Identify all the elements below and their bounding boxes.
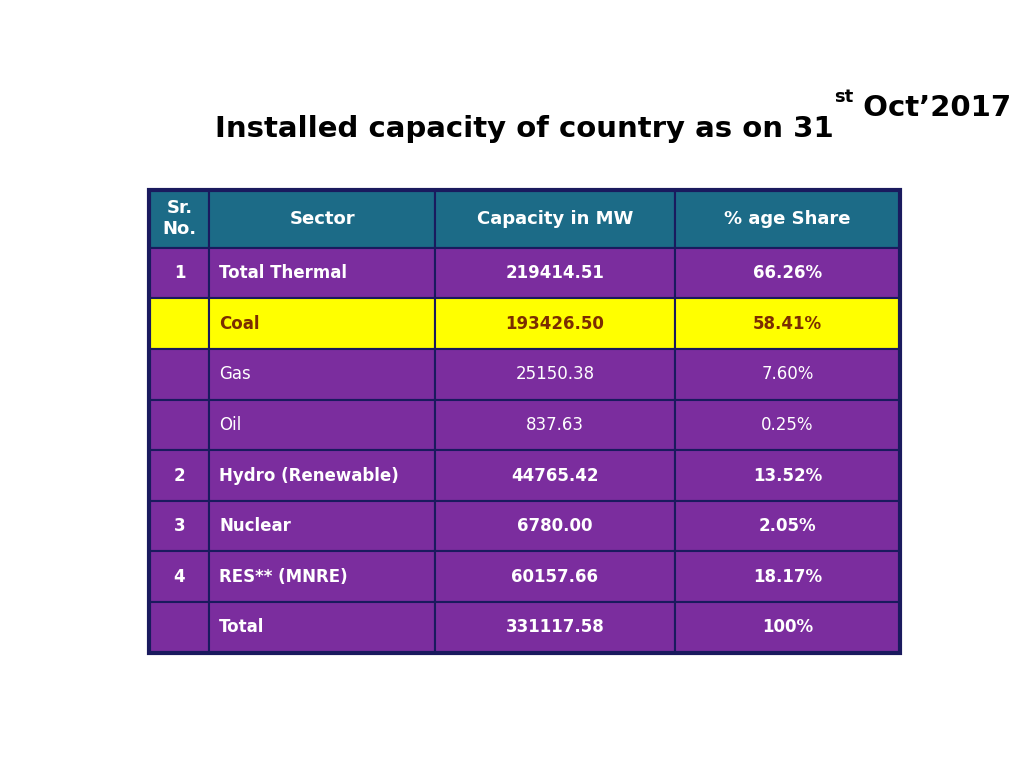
Bar — [210, 450, 435, 501]
Bar — [435, 501, 675, 551]
Bar — [675, 190, 900, 247]
Text: 66.26%: 66.26% — [753, 264, 822, 282]
Bar — [150, 450, 210, 501]
Text: Capacity in MW: Capacity in MW — [476, 210, 633, 227]
Bar — [435, 247, 675, 298]
Bar — [150, 190, 900, 653]
Text: 44765.42: 44765.42 — [511, 466, 599, 485]
Bar — [675, 551, 900, 602]
Text: Hydro (Renewable): Hydro (Renewable) — [219, 466, 398, 485]
Text: Gas: Gas — [219, 366, 251, 383]
Bar — [150, 399, 210, 450]
Text: 60157.66: 60157.66 — [511, 568, 598, 586]
Bar — [675, 501, 900, 551]
Text: 25150.38: 25150.38 — [515, 366, 594, 383]
Text: 219414.51: 219414.51 — [506, 264, 604, 282]
Text: 2.05%: 2.05% — [759, 517, 816, 535]
Bar — [435, 450, 675, 501]
Text: Installed capacity of country as on 31: Installed capacity of country as on 31 — [215, 114, 835, 143]
Text: 193426.50: 193426.50 — [506, 315, 604, 333]
Text: 331117.58: 331117.58 — [506, 618, 604, 637]
Bar — [210, 298, 435, 349]
Bar — [675, 399, 900, 450]
Bar — [675, 298, 900, 349]
Text: 58.41%: 58.41% — [753, 315, 822, 333]
Bar — [150, 501, 210, 551]
Text: 4: 4 — [174, 568, 185, 586]
Text: Sector: Sector — [290, 210, 355, 227]
Text: Sr.
No.: Sr. No. — [163, 199, 197, 238]
Text: Oct’2017: Oct’2017 — [853, 94, 1012, 121]
Bar — [675, 450, 900, 501]
Bar — [435, 298, 675, 349]
Bar — [150, 551, 210, 602]
Bar — [435, 551, 675, 602]
Text: 1: 1 — [174, 264, 185, 282]
Bar — [150, 247, 210, 298]
Text: Nuclear: Nuclear — [219, 517, 291, 535]
Bar — [210, 247, 435, 298]
Bar — [435, 190, 675, 247]
Text: 13.52%: 13.52% — [753, 466, 822, 485]
Bar — [150, 602, 210, 653]
Text: 837.63: 837.63 — [526, 415, 584, 434]
Text: Total: Total — [219, 618, 264, 637]
Bar — [210, 501, 435, 551]
Text: 2: 2 — [174, 466, 185, 485]
Bar — [210, 602, 435, 653]
Text: 100%: 100% — [762, 618, 813, 637]
Text: % age Share: % age Share — [724, 210, 851, 227]
Bar — [150, 298, 210, 349]
Text: 7.60%: 7.60% — [762, 366, 814, 383]
Text: Coal: Coal — [219, 315, 259, 333]
Text: 18.17%: 18.17% — [753, 568, 822, 586]
Text: st: st — [835, 88, 853, 105]
Bar — [675, 349, 900, 399]
Text: Total Thermal: Total Thermal — [219, 264, 347, 282]
Text: RES** (MNRE): RES** (MNRE) — [219, 568, 347, 586]
Bar — [435, 349, 675, 399]
Bar — [210, 349, 435, 399]
Text: 3: 3 — [174, 517, 185, 535]
Text: 0.25%: 0.25% — [761, 415, 814, 434]
Bar — [675, 602, 900, 653]
Bar — [210, 551, 435, 602]
Text: 6780.00: 6780.00 — [517, 517, 593, 535]
Bar — [150, 349, 210, 399]
Bar — [675, 247, 900, 298]
Bar — [150, 190, 210, 247]
Bar — [210, 399, 435, 450]
Bar — [435, 399, 675, 450]
Bar — [210, 190, 435, 247]
Text: Oil: Oil — [219, 415, 242, 434]
Bar — [435, 602, 675, 653]
